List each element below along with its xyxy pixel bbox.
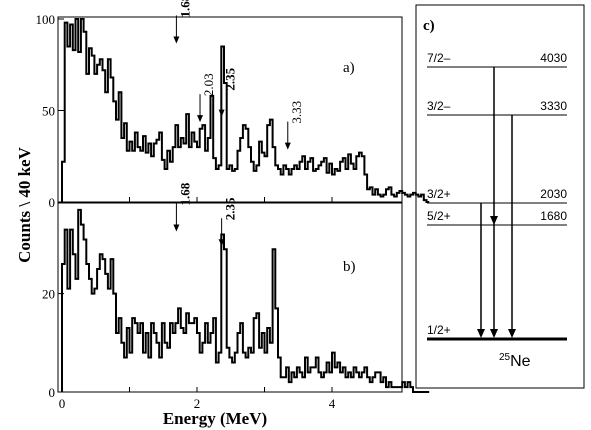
panel-a-peak-label: 1.68 [177,0,192,17]
panel-c-frame [415,4,585,389]
panel-a-plot: 0 50 100 1.68 2.03 2.35 3.33 [36,0,430,210]
panel-b-xtick-label: 0 [59,396,66,411]
panel-b-label: b) [343,259,356,275]
nucleus-mass-number: 25 [499,352,511,363]
panel-a-peak-label: 2.35 [223,67,238,90]
panel-c-label: c) [423,18,435,34]
panel-b-plot: 0 20 0 2 4 1.68 2.35 [42,182,430,411]
panel-a-peak-arrowhead [173,36,180,44]
level-energy-label: 2030 [540,187,567,201]
level-energy-label: 1680 [540,209,567,223]
nucleus-symbol: Ne [510,353,531,370]
panel-b-histogram [61,208,430,393]
panel-a-peak-label: 2.03 [201,73,216,96]
level-spin-label: 1/2+ [427,323,451,337]
level-energy-label: 3330 [540,99,567,113]
panel-a-label: a) [343,60,355,76]
panel-b-xtick-label: 4 [329,396,336,411]
x-axis-label: Energy (MeV) [163,409,267,428]
y-axis-label: Counts \ 40 keV [15,146,34,262]
panel-a-histogram [61,18,430,203]
panel-b-peak-label: 2.35 [223,197,238,220]
panel-b-ytick-label: 0 [49,385,56,400]
level-spin-label: 3/2– [427,99,451,113]
nucleus-label: 25Ne [499,352,531,370]
level-spin-label: 5/2+ [427,209,451,223]
transition-arrowhead [508,329,516,338]
level-energy-label: 4030 [540,51,567,65]
panel-b-peak-arrowhead [173,224,180,232]
transition-arrowhead [477,329,485,338]
panel-b-peak-label: 1.68 [177,182,192,205]
panel-b-ytick-label: 20 [42,287,55,302]
panel-a-ytick-label: 100 [36,12,56,27]
panel-a-ytick-label: 0 [49,195,56,210]
panel-a-frame [57,16,403,203]
panel-b-frame [57,202,403,393]
panel-b-xtick-label: 2 [194,396,201,411]
level-scheme: 7/2– 4030 3/2– 3330 3/2+ 2030 5/2+ 1680 1/2+ [427,51,567,341]
level-spin-label: 3/2+ [427,187,451,201]
level-spin-label: 7/2– [427,51,451,65]
transition-arrowhead [490,329,498,338]
panel-a-peak-arrowhead [218,109,225,117]
transition-arrowhead [490,216,498,225]
panel-a-ytick-label: 50 [42,104,55,119]
panel-a-peak-arrowhead [284,142,291,150]
panel-b-peak-arrowhead [218,239,225,247]
panel-a-peak-label: 3.33 [289,101,304,124]
panel-a-peak-arrowhead [197,115,204,123]
